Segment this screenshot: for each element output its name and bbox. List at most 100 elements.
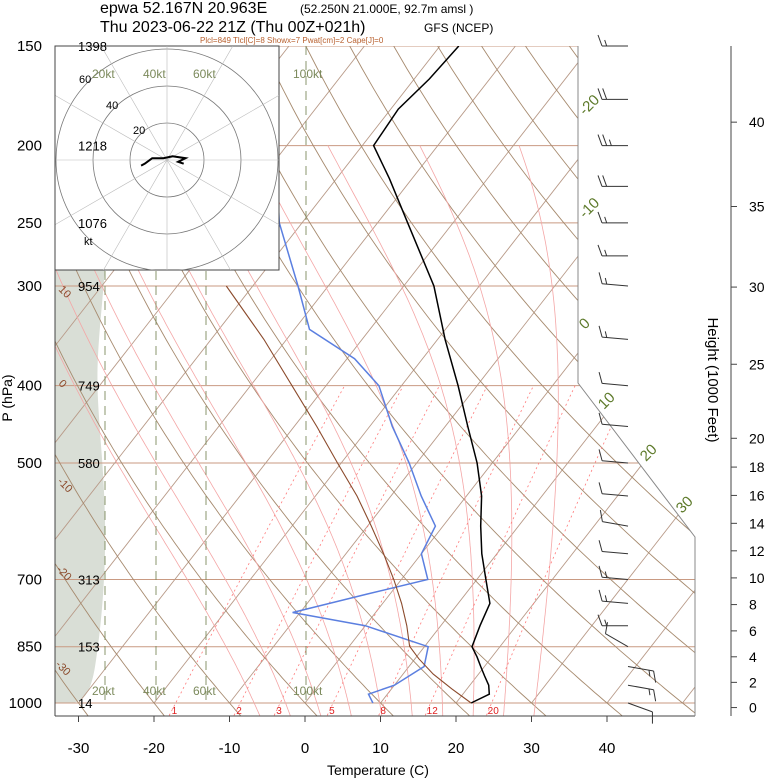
dry-adiabat-line: [525, 46, 695, 716]
wind-barb-shaft: [602, 460, 629, 464]
pressure-tick-label: 500: [17, 455, 42, 472]
height-m-label: 954: [78, 279, 100, 294]
hodograph-ring-label: 40: [106, 100, 118, 112]
mixing-ratio-line: [376, 385, 534, 716]
indices-line: Plcl=849 Tlcl[C]=8 Showx=7 Pwat[cm]=2 Ca…: [200, 36, 384, 45]
dry-adiabat-line: [305, 46, 695, 716]
mixing-ratio-label: 12: [427, 706, 439, 717]
wind-barb: [598, 449, 629, 464]
wind-barb: [597, 175, 628, 187]
dry-adiabat-line: [55, 46, 398, 716]
x-axis-title: Temperature (C): [327, 762, 429, 778]
pressure-tick-label: 1000: [9, 695, 42, 712]
wind-barb: [598, 482, 629, 497]
wind-barb-half-flag: [604, 595, 608, 602]
wind-barb: [627, 684, 657, 702]
dry-adiabat-line: [85, 46, 551, 716]
wind-barb-flag: [597, 244, 603, 257]
dry-adiabat-line: [745, 46, 768, 720]
wind-barb: [597, 614, 628, 627]
wind-barb-flag: [597, 34, 603, 47]
hodograph-ring-label: 20: [133, 125, 145, 137]
wind-barb: [604, 622, 629, 648]
wind-barb-half-flag: [604, 331, 608, 338]
time-line: Thu 2023-06-22 21Z (Thu 00Z+021h): [100, 19, 366, 36]
isotherm-line: [531, 46, 695, 704]
isotherm-line: [55, 46, 441, 704]
wind-barb: [597, 88, 628, 100]
wind-barb-shaft: [602, 423, 629, 427]
wind-barb-shaft: [602, 600, 629, 604]
isotherm-right-label: -10: [576, 194, 603, 221]
wind-barb: [598, 565, 629, 580]
isotherm-right-label: -20: [576, 91, 603, 118]
wind-barb-flag: [598, 540, 603, 552]
moist-adiabat-line: [249, 145, 444, 716]
height-m-label: 313: [78, 572, 100, 587]
dry-adiabat-line: [55, 46, 168, 716]
mixing-ratio-line: [324, 385, 488, 716]
wind-barb: [627, 702, 653, 724]
height-m-label: 153: [78, 640, 100, 655]
dry-adiabat-line: [55, 46, 322, 716]
mixing-ratio-label: 1: [172, 706, 178, 717]
height-m-label: 1398: [78, 39, 107, 54]
wind-speed-label-bottom: 20kt: [92, 684, 115, 698]
dry-adiabat-line: [612, 46, 695, 716]
wind-barb-flag: [598, 449, 603, 461]
height-m-label: 749: [78, 379, 100, 394]
wind-barb-half-flag: [604, 277, 608, 285]
wind-barb-flag: [598, 325, 603, 338]
wind-barb-half-flag: [604, 619, 608, 626]
wind-speed-label-bottom: 100kt: [293, 684, 323, 698]
wind-barb: [598, 589, 629, 604]
isotherm-line: [455, 46, 695, 704]
mixing-ratio-label: 8: [380, 706, 386, 717]
model-name: GFS (NCEP): [424, 21, 493, 35]
wind-barb-flag: [653, 689, 657, 702]
moist-adiabat-line: [55, 145, 323, 716]
wind-barb-shaft: [602, 283, 629, 287]
moist-adiabat-line: [130, 145, 383, 716]
moist-adiabat-line: [184, 145, 413, 716]
isotherm-line: [606, 46, 695, 704]
wind-barb-flag: [599, 509, 603, 522]
wind-barb-shaft: [627, 684, 654, 691]
dry-adiabat-line: [393, 46, 695, 716]
wind-speed-label-bottom: 60kt: [193, 684, 216, 698]
hodograph-trace: [140, 155, 189, 167]
isotherm-right-label: 20: [637, 441, 661, 465]
wind-barb-half-flag: [608, 139, 612, 146]
wind-barb-flag: [602, 175, 608, 187]
temperature-tick-label: 40: [599, 740, 616, 757]
wind-barb-flag: [604, 622, 609, 634]
wind-barb-shaft: [627, 702, 653, 713]
wind-barb-flag: [597, 614, 603, 626]
pressure-tick-label: 700: [17, 571, 42, 588]
height-m-label: 1218: [78, 139, 107, 154]
mixing-ratio-label: 20: [488, 706, 500, 717]
hodograph-unit-label: kt: [84, 236, 93, 248]
temperature-tick-label: 20: [448, 740, 465, 757]
wind-barb-half-flag: [648, 670, 651, 677]
wind-barb-flag: [597, 88, 603, 100]
height-tick-label: 8: [749, 597, 757, 613]
y-axis-title: P (hPa): [0, 374, 15, 421]
wind-barb-flag: [597, 211, 603, 224]
wind-barb: [597, 134, 628, 147]
wind-barb: [597, 244, 628, 257]
moist-adiabat-line: [327, 145, 475, 716]
wind-barb-shaft: [602, 551, 629, 555]
height-tick-label: 14: [749, 515, 765, 531]
pressure-tick-label: 150: [17, 38, 42, 55]
wind-barb-flag: [602, 134, 608, 146]
isotherm-line: [55, 46, 516, 704]
wind-barb-flag: [597, 134, 603, 146]
wind-barb-flag: [598, 412, 603, 425]
pressure-tick-label: 200: [17, 138, 42, 155]
moist-adiabat-line: [55, 145, 262, 716]
temperature-tick-label: -20: [143, 740, 165, 757]
moist-adiabat-line: [55, 145, 293, 716]
